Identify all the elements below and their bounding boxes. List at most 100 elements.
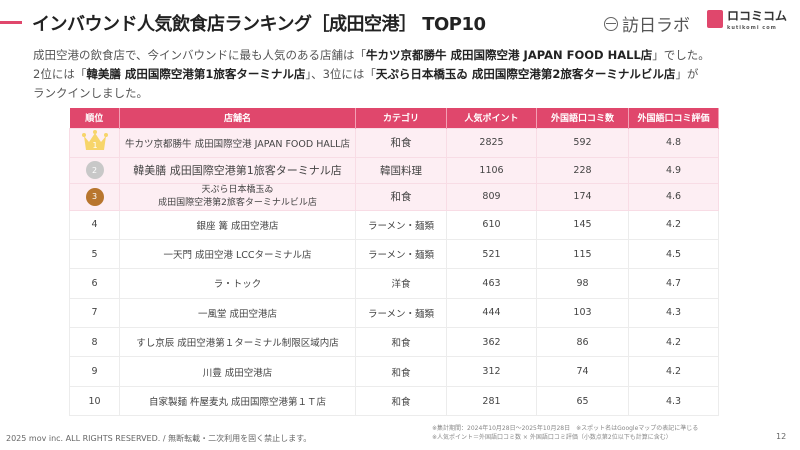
reviews-cell: 98 (536, 268, 629, 299)
rank-cell: 6 (69, 268, 120, 299)
category-cell: ラーメン・麺類 (355, 238, 447, 270)
page-number: 12 (776, 432, 787, 441)
points-cell: 2825 (446, 127, 537, 158)
points-cell: 362 (446, 327, 537, 358)
category-cell: 和食 (355, 182, 447, 211)
rating-cell: 4.8 (628, 127, 719, 158)
silver-medal-icon: 2 (85, 161, 104, 179)
rank-cell: 7 (69, 297, 120, 329)
table-row: 8 すし京辰 成田空港第１ターミナル制限区域内店 和食 362 86 4.2 (69, 327, 719, 358)
points-cell: 444 (446, 297, 537, 329)
footnote: ※人気ポイント＝外国語口コミ数 × 外国語口コミ評価（小数点第2位以下も計算に含… (432, 434, 672, 441)
reviews-cell: 103 (536, 297, 629, 329)
reviews-cell: 174 (536, 182, 629, 211)
logo-text: 訪日ラボ (622, 16, 690, 36)
ranking-table: 順位 店舗名 カテゴリ 人気ポイント 外国語口コミ数 外国語口コミ評価 1 牛カ… (69, 108, 719, 417)
rank-number: 1 (92, 141, 97, 150)
name-line: 天ぷら日本橋玉ゐ (201, 184, 274, 195)
name-cell: ラ・トック (119, 268, 356, 299)
table-row: 1 牛カツ京都勝牛 成田国際空港 JAPAN FOOD HALL店 和食 282… (69, 127, 719, 158)
rating-cell: 4.3 (628, 297, 719, 329)
rating-cell: 4.2 (628, 356, 719, 387)
name-cell: 自家製麺 杵屋麦丸 成田国際空港第１Ｔ店 (119, 385, 356, 417)
reviews-cell: 592 (536, 127, 629, 158)
rank-cell: 10 (69, 385, 120, 417)
rating-cell: 4.2 (628, 209, 719, 240)
copyright: 2025 mov inc. ALL RIGHTS RESERVED. / 無断転… (6, 434, 312, 443)
intro-text: 成田空港の飲食店で、今インバウンドに最も人気のある店舗は「牛カツ京都勝牛 成田国… (33, 46, 783, 103)
rank3-name: 天ぷら日本橋玉ゐ 成田国際空港第2旅客ターミナルビル店 (375, 67, 676, 81)
rank-cell: 3 (69, 182, 120, 211)
table-row: 3 天ぷら日本橋玉ゐ 成田国際空港第2旅客ターミナルビル店 和食 809 174 … (69, 182, 719, 211)
bronze-medal-icon: 3 (85, 187, 104, 206)
category-cell: 和食 (355, 356, 447, 387)
category-cell: 和食 (355, 127, 447, 158)
rank-cell: 1 (69, 127, 120, 158)
table-row: 4 銀座 篝 成田空港店 ラーメン・麺類 610 145 4.2 (69, 209, 719, 240)
points-cell: 281 (446, 385, 537, 417)
rating-cell: 4.5 (628, 238, 719, 270)
category-cell: 和食 (355, 385, 447, 417)
category-cell: ラーメン・麺類 (355, 297, 447, 329)
page-title: インバウンド人気飲食店ランキング［成田空港］ TOP10 (32, 14, 486, 35)
name-cell: 牛カツ京都勝牛 成田国際空港 JAPAN FOOD HALL店 (119, 127, 356, 158)
reviews-cell: 65 (536, 385, 629, 417)
rating-cell: 4.2 (628, 327, 719, 358)
text: 」でした。 (652, 48, 710, 62)
rank-cell: 9 (69, 356, 120, 387)
logo-text: ロコミコム kutikomi com (727, 10, 787, 34)
rating-cell: 4.3 (628, 385, 719, 417)
intro-line-1: 成田空港の飲食店で、今インバウンドに最も人気のある店舗は「牛カツ京都勝牛 成田国… (33, 46, 783, 65)
header-points: 人気ポイント (446, 108, 537, 128)
text: 」が (675, 67, 699, 81)
header-rating: 外国語口コミ評価 (628, 108, 719, 128)
logo-icon (604, 16, 618, 31)
rank-cell: 8 (69, 327, 120, 358)
table-row: 6 ラ・トック 洋食 463 98 4.7 (69, 268, 719, 299)
header-reviews: 外国語口コミ数 (536, 108, 629, 128)
logo-icon (707, 10, 723, 28)
table-row: 10 自家製麺 杵屋麦丸 成田国際空港第１Ｔ店 和食 281 65 4.3 (69, 385, 719, 417)
table-row: 9 川豊 成田空港店 和食 312 74 4.2 (69, 356, 719, 387)
points-cell: 1106 (446, 156, 537, 184)
name-cell: すし京辰 成田空港第１ターミナル制限区域内店 (119, 327, 356, 358)
text: 2位には「 (33, 67, 87, 81)
name-cell: 銀座 篝 成田空港店 (119, 209, 356, 240)
points-cell: 610 (446, 209, 537, 240)
category-cell: 韓国料理 (355, 156, 447, 184)
name-cell: 川豊 成田空港店 (119, 356, 356, 387)
text: 」、3位には「 (305, 67, 376, 81)
rank1-name: 牛カツ京都勝牛 成田国際空港 JAPAN FOOD HALL店 (366, 48, 653, 62)
footnote: ※集計期間：2024年10月28日〜2025年10月28日 ※スポット名はGoo… (432, 425, 699, 432)
points-cell: 312 (446, 356, 537, 387)
name-cell: 一天門 成田空港 LCCターミナル店 (119, 238, 356, 270)
rating-cell: 4.6 (628, 182, 719, 211)
header-rank: 順位 (69, 108, 120, 128)
table-header: 順位 店舗名 カテゴリ 人気ポイント 外国語口コミ数 外国語口コミ評価 (69, 108, 719, 128)
name-cell: 一風堂 成田空港店 (119, 297, 356, 329)
rank2-name: 韓美膳 成田国際空港第1旅客ターミナル店 (86, 67, 306, 81)
reviews-cell: 145 (536, 209, 629, 240)
reviews-cell: 86 (536, 327, 629, 358)
name-line: 成田国際空港第2旅客ターミナルビル店 (158, 197, 317, 208)
logo-main: ロコミコム (727, 9, 788, 23)
points-cell: 463 (446, 268, 537, 299)
table-row: 7 一風堂 成田空港店 ラーメン・麺類 444 103 4.3 (69, 297, 719, 329)
category-cell: 和食 (355, 327, 447, 358)
category-cell: 洋食 (355, 268, 447, 299)
table-row: 2 韓美膳 成田国際空港第1旅客ターミナル店 韓国料理 1106 228 4.9 (69, 156, 719, 184)
houjin-labo-logo: 訪日ラボ (604, 11, 690, 36)
category-cell: ラーメン・麺類 (355, 209, 447, 240)
footnotes: ※集計期間：2024年10月28日〜2025年10月28日 ※スポット名はGoo… (432, 424, 698, 442)
logo-sub: kutikomi com (727, 25, 777, 31)
rating-cell: 4.7 (628, 268, 719, 299)
kuchikomi-logo: ロコミコム kutikomi com (707, 10, 787, 34)
reviews-cell: 115 (536, 238, 629, 270)
intro-line-3: ランクインしました。 (33, 86, 148, 100)
name-cell: 天ぷら日本橋玉ゐ成田国際空港第2旅客ターミナルビル店 (119, 182, 356, 211)
reviews-cell: 74 (536, 356, 629, 387)
table-row: 5 一天門 成田空港 LCCターミナル店 ラーメン・麺類 521 115 4.5 (69, 238, 719, 270)
header-name: 店舗名 (119, 108, 356, 128)
header-category: カテゴリ (355, 108, 447, 128)
title-accent-bar (0, 21, 22, 24)
